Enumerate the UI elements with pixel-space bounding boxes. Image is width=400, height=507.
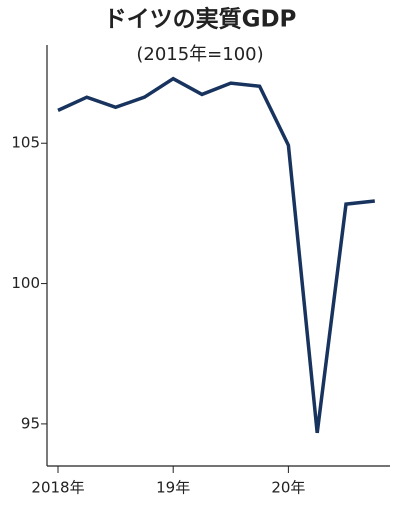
y-tick-label: 105: [11, 134, 40, 152]
x-tick-label: 19年: [156, 479, 190, 497]
x-tick-label: 20年: [271, 479, 305, 497]
chart-subtitle: (2015年=100): [136, 44, 263, 65]
y-tick-label: 95: [21, 414, 40, 432]
y-tick-label: 100: [11, 274, 40, 292]
x-tick-label: 2018年: [31, 479, 84, 497]
chart-title: ドイツの実質GDP: [104, 6, 297, 33]
data-line: [57, 76, 375, 434]
